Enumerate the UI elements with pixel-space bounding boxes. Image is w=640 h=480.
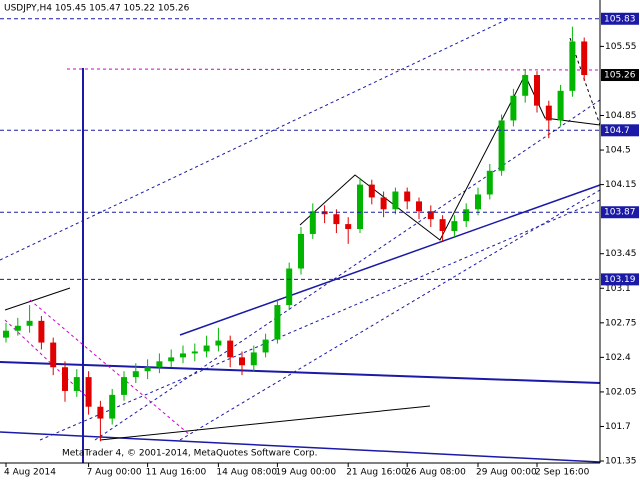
candle-body — [451, 221, 458, 232]
candle-body — [380, 197, 387, 210]
level-label: 104.7 — [604, 126, 630, 136]
candle-body — [3, 330, 9, 338]
candle-body — [109, 394, 116, 419]
candle-body — [97, 406, 104, 419]
candle-body — [73, 377, 80, 391]
candle-body — [14, 325, 21, 331]
candle-body — [239, 357, 245, 366]
candle-body — [545, 105, 552, 121]
candle-body — [121, 377, 127, 395]
y-tick-label: 103.1 — [605, 284, 631, 294]
analysis-lines — [0, 17, 601, 463]
candle-body — [581, 41, 588, 76]
candle-body — [227, 340, 234, 358]
candle-body — [534, 75, 540, 106]
y-tick-label: 101.7 — [605, 422, 631, 432]
candle-body — [463, 209, 470, 222]
candle-body — [50, 342, 57, 368]
candle-body — [144, 367, 151, 372]
x-tick-label: 4 Aug 2014 — [4, 468, 56, 478]
x-tick-label: 2 Sep 16:00 — [535, 468, 590, 478]
candle-body — [274, 305, 281, 340]
candle-body — [569, 41, 576, 91]
y-tick-label: 102.75 — [605, 318, 637, 328]
x-tick-label: 26 Aug 08:00 — [405, 468, 466, 478]
level-box — [601, 206, 639, 219]
candle-body — [38, 320, 45, 343]
candle-body — [62, 367, 68, 391]
candle-body — [333, 214, 340, 225]
y-tick-label: 101.35 — [605, 457, 637, 467]
candle-body — [427, 211, 434, 220]
footer: MetaTrader 4, © 2001-2014, MetaQuotes So… — [62, 449, 318, 459]
candle-body — [357, 184, 363, 230]
candle-body — [557, 90, 564, 121]
bid-label: 105.26 — [604, 71, 636, 81]
x-tick-label: 29 Aug 00:00 — [476, 468, 537, 478]
candle-body — [262, 339, 269, 353]
candle-body — [309, 211, 316, 234]
x-tick-label: 7 Aug 00:00 — [87, 468, 142, 478]
y-tick-label: 104.15 — [605, 180, 637, 190]
y-tick-label: 103.45 — [605, 249, 637, 259]
candle-body — [416, 201, 422, 212]
candle-body — [191, 351, 198, 354]
level-box — [601, 12, 639, 25]
y-tick-label: 104.5 — [605, 146, 631, 156]
bid-box — [601, 69, 639, 82]
candle-body — [298, 233, 304, 269]
x-tick-label: 14 Aug 08:00 — [216, 468, 277, 478]
candle-body — [250, 352, 257, 366]
candle-body — [475, 194, 481, 210]
candle-body — [368, 184, 375, 198]
level-label: 105.83 — [604, 14, 636, 24]
x-tick-label: 11 Aug 16:00 — [146, 468, 207, 478]
chart-title: USDJPY,H4 105.45 105.47 105.22 105.26 — [4, 4, 190, 14]
candle-body — [486, 170, 493, 195]
y-tick-label: 105.55 — [605, 42, 637, 52]
candle-body — [498, 120, 505, 171]
candle-body — [180, 353, 186, 358]
level-box — [601, 273, 639, 286]
y-tick-label: 102.4 — [605, 353, 631, 363]
candle-body — [392, 191, 399, 210]
y-tick-label: 104.85 — [605, 111, 637, 121]
y-tick-label: 102.05 — [605, 387, 637, 397]
candle-body — [85, 377, 92, 407]
candle-body — [168, 357, 175, 362]
candles — [3, 26, 588, 442]
candle-body — [156, 361, 163, 368]
level-label: 103.19 — [604, 275, 636, 285]
candle-body — [203, 345, 210, 352]
level-box — [601, 124, 639, 137]
candle-body — [510, 95, 517, 121]
candle-body — [132, 371, 139, 378]
candle-body — [522, 75, 529, 96]
level-label: 103.87 — [604, 208, 636, 218]
x-tick-label: 19 Aug 00:00 — [275, 468, 336, 478]
candle-body — [215, 340, 222, 346]
candle-body — [286, 268, 293, 306]
x-tick-label: 21 Aug 16:00 — [346, 468, 407, 478]
candle-body — [439, 219, 446, 232]
candle-body — [26, 320, 33, 326]
candle-body — [404, 191, 411, 202]
candle-body — [345, 224, 352, 230]
